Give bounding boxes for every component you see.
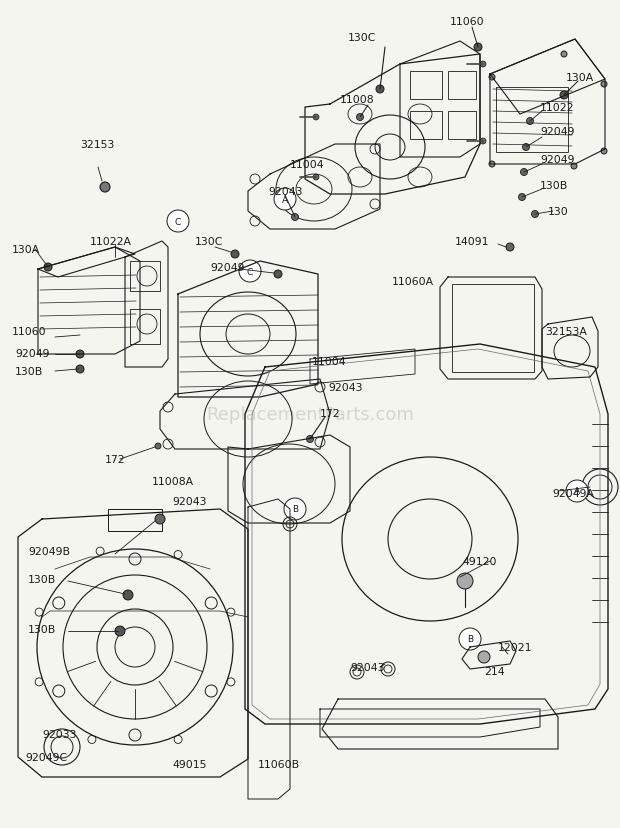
Text: 32153A: 32153A	[545, 326, 587, 337]
Circle shape	[284, 498, 306, 520]
Circle shape	[313, 115, 319, 121]
Text: 11004: 11004	[290, 160, 325, 170]
Text: 11022A: 11022A	[90, 237, 132, 247]
Text: 11022: 11022	[540, 103, 575, 113]
Bar	[410, 72, 442, 100]
Bar	[448, 112, 476, 140]
Circle shape	[523, 144, 529, 152]
Text: 11004: 11004	[312, 357, 347, 367]
Text: 130A: 130A	[12, 245, 40, 255]
Bar	[130, 310, 160, 344]
Circle shape	[291, 214, 298, 221]
Circle shape	[457, 573, 473, 590]
Bar	[452, 285, 534, 373]
Text: 172: 172	[105, 455, 126, 465]
Text: 11060A: 11060A	[392, 277, 434, 286]
Text: B: B	[292, 505, 298, 514]
Bar	[448, 72, 476, 100]
Circle shape	[100, 183, 110, 193]
Text: 172: 172	[320, 408, 340, 418]
Circle shape	[274, 271, 282, 279]
Text: 11008A: 11008A	[152, 476, 194, 486]
Circle shape	[274, 189, 296, 211]
Circle shape	[44, 263, 52, 272]
Text: 14091: 14091	[455, 237, 490, 247]
Text: A: A	[282, 195, 288, 205]
Circle shape	[531, 211, 539, 219]
Text: C: C	[247, 267, 253, 277]
Circle shape	[76, 350, 84, 359]
Circle shape	[521, 169, 528, 176]
Text: 92049A: 92049A	[552, 489, 594, 498]
Circle shape	[601, 149, 607, 155]
Circle shape	[561, 52, 567, 58]
Text: 92049C: 92049C	[25, 752, 67, 762]
Circle shape	[167, 211, 189, 233]
Circle shape	[480, 62, 486, 68]
Bar	[130, 262, 160, 291]
Bar	[496, 88, 568, 153]
Text: 11060: 11060	[12, 326, 46, 337]
Circle shape	[478, 651, 490, 663]
Circle shape	[231, 251, 239, 258]
Circle shape	[506, 243, 514, 252]
Circle shape	[566, 480, 588, 503]
Text: 214: 214	[484, 667, 505, 676]
Text: 130C: 130C	[348, 33, 376, 43]
Text: 92049: 92049	[210, 262, 244, 272]
Circle shape	[313, 175, 319, 181]
Circle shape	[115, 626, 125, 636]
Circle shape	[376, 86, 384, 94]
Circle shape	[459, 628, 481, 650]
Circle shape	[489, 75, 495, 81]
Bar	[108, 509, 162, 532]
Text: 11060B: 11060B	[258, 759, 300, 769]
Text: 130B: 130B	[15, 367, 43, 377]
Text: 92049: 92049	[540, 127, 575, 137]
Text: 12021: 12021	[498, 643, 533, 652]
Circle shape	[526, 118, 533, 125]
Circle shape	[306, 436, 314, 443]
Circle shape	[239, 261, 261, 282]
Text: 92049: 92049	[15, 349, 50, 359]
Text: 11008: 11008	[340, 95, 374, 105]
Bar	[410, 112, 442, 140]
Text: ReplacementParts.com: ReplacementParts.com	[206, 405, 414, 423]
Text: 11060: 11060	[450, 17, 485, 27]
Circle shape	[123, 590, 133, 600]
Text: 130B: 130B	[28, 624, 56, 634]
Text: C: C	[175, 217, 181, 226]
Text: 92043: 92043	[268, 187, 303, 197]
Circle shape	[560, 92, 568, 100]
Text: 92049B: 92049B	[28, 546, 70, 556]
Text: 92043: 92043	[350, 662, 384, 672]
Text: 92033: 92033	[42, 729, 76, 739]
Circle shape	[155, 444, 161, 450]
Text: 130: 130	[548, 207, 569, 217]
Text: 49120: 49120	[462, 556, 497, 566]
Circle shape	[601, 82, 607, 88]
Circle shape	[518, 195, 526, 201]
Circle shape	[571, 164, 577, 170]
Circle shape	[489, 161, 495, 168]
Text: 130A: 130A	[566, 73, 594, 83]
Circle shape	[480, 139, 486, 145]
Circle shape	[155, 514, 165, 524]
Text: 130B: 130B	[28, 575, 56, 585]
Text: A: A	[574, 487, 580, 496]
Text: 32153: 32153	[80, 140, 114, 150]
Text: 92043: 92043	[172, 497, 206, 507]
Circle shape	[474, 44, 482, 52]
Text: 130B: 130B	[540, 181, 569, 190]
Text: 130C: 130C	[195, 237, 223, 247]
Circle shape	[356, 114, 363, 122]
Text: B: B	[467, 635, 473, 643]
Text: 49015: 49015	[172, 759, 206, 769]
Text: 92043: 92043	[328, 383, 363, 392]
Circle shape	[76, 365, 84, 373]
Text: 92049: 92049	[540, 155, 575, 165]
